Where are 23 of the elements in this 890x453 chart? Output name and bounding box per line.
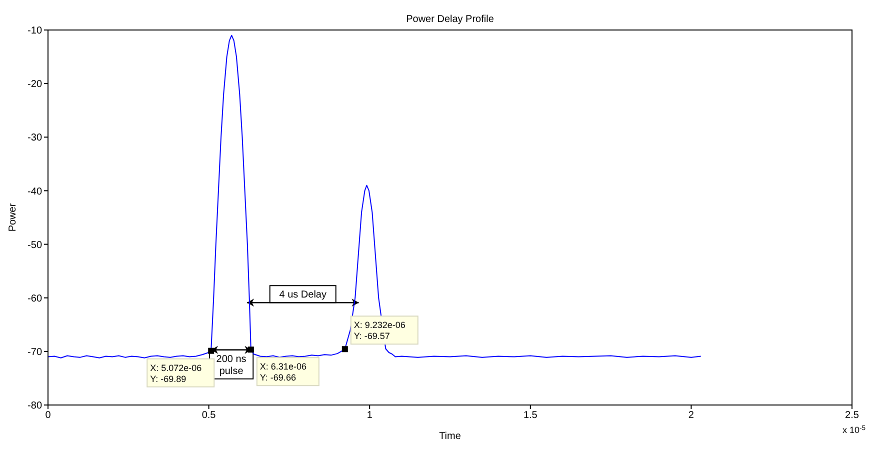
x-axis-title: Time — [439, 431, 462, 442]
x-tick-label: 0 — [45, 410, 52, 422]
x-tick-label: 1 — [366, 410, 373, 422]
x-tick-label: 2 — [688, 410, 694, 422]
y-tick-label: -80 — [28, 400, 42, 412]
chart-title: Power Delay Profile — [406, 14, 494, 25]
data-label: X: 9.232e-06 Y: -69.57 — [354, 320, 406, 342]
text: x 10$^{-5}$ — [842, 424, 866, 435]
y-tick-label: -10 — [28, 26, 42, 37]
annotation: 4 us Delay — [279, 290, 326, 301]
x-tick-label: 1.5 — [523, 410, 538, 422]
data-label: X: 5.072e-06 Y: -69.89 — [150, 362, 202, 384]
x-tick-label: 0.5 — [202, 410, 216, 422]
y-tick-label: -20 — [28, 79, 42, 90]
y-tick-label: -70 — [28, 346, 42, 358]
y-tick-label: -50 — [28, 240, 42, 251]
data-label: X: 6.31e-06 Y: -69.66 — [260, 362, 306, 383]
y-tick-label: -30 — [28, 132, 42, 144]
x-tick-label: 2.5 — [845, 410, 860, 422]
y-axis-title: Power — [8, 202, 19, 232]
y-tick-label: -60 — [28, 293, 42, 304]
y-tick-label: -40 — [28, 186, 42, 198]
annotation: 200 ns pulse — [216, 354, 246, 377]
